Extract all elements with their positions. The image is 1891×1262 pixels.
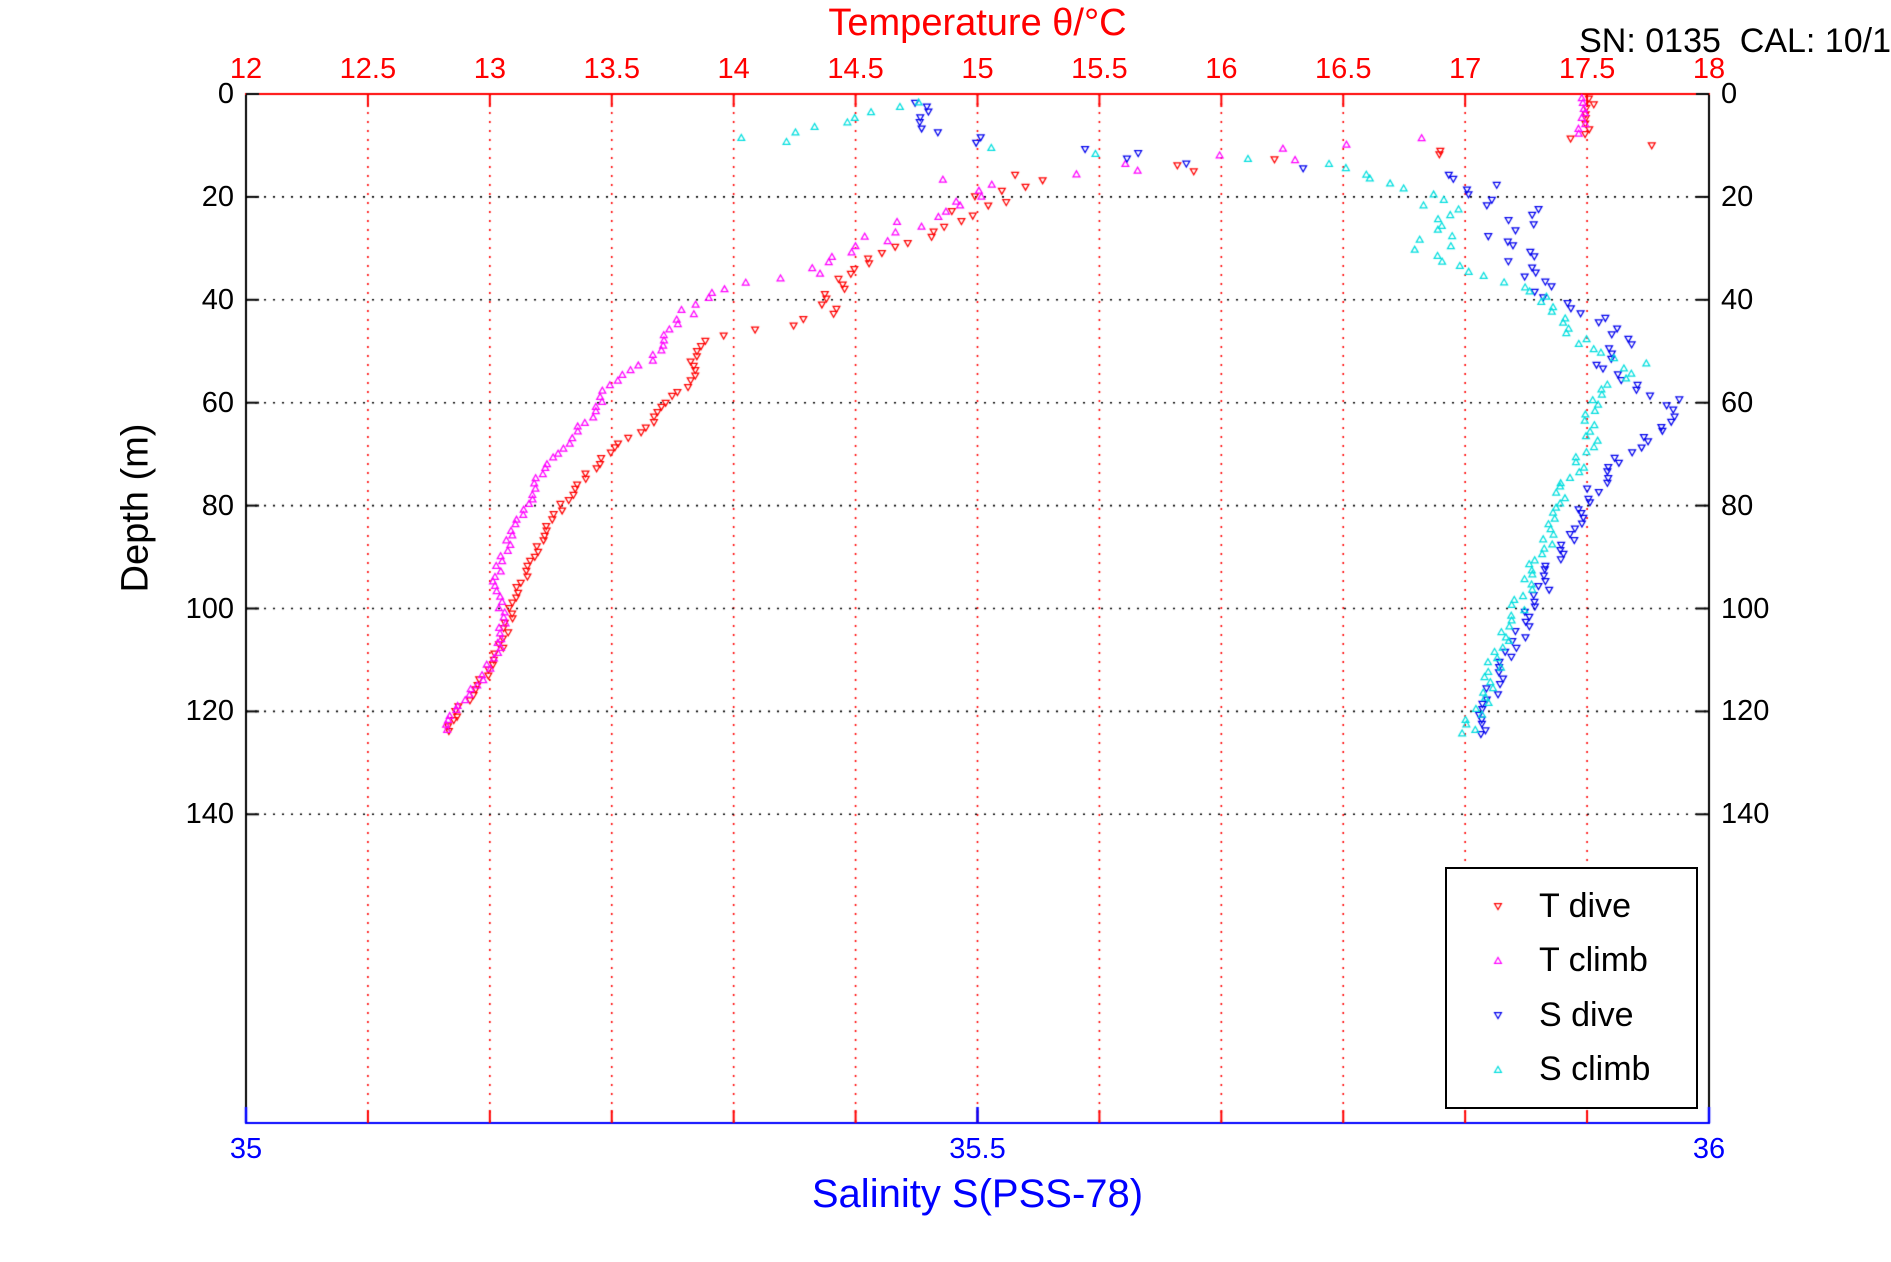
salinity-tick-label: 35 [229, 1133, 263, 1165]
temperature-tick-label: 13.5 [583, 53, 640, 85]
salinity-tick-label: 35.5 [949, 1133, 1006, 1165]
depth-tick-label-right: 60 [1721, 386, 1754, 419]
temperature-tick-label: 15 [961, 53, 994, 85]
depth-tick-label-right: 120 [1721, 695, 1770, 728]
t-dive-marker-icon [1483, 897, 1513, 916]
legend-label: S climb [1539, 1050, 1651, 1089]
chart-title: Temperature θ/°C [828, 2, 1127, 44]
depth-tick-label-left: 0 [217, 78, 234, 110]
temperature-tick-label: 16.5 [1315, 53, 1372, 85]
depth-tick-label-left: 120 [185, 695, 234, 728]
temperature-tick-label: 14.5 [827, 53, 884, 85]
sn-cal-annotation: SN: 0135 CAL: 10/1 [1579, 22, 1891, 60]
temperature-tick-label: 12.5 [339, 53, 397, 85]
legend: T dive T climb S dive S climb [1445, 867, 1698, 1109]
depth-tick-label-left: 60 [201, 386, 234, 419]
legend-item-s-climb: S climb [1447, 1050, 1696, 1089]
legend-item-t-climb: T climb [1447, 941, 1696, 980]
s-climb-marker-icon [1483, 1060, 1513, 1079]
s-dive-marker-icon [1483, 1006, 1513, 1025]
depth-tick-label-left: 20 [201, 180, 234, 213]
salinity-tick-label: 36 [1692, 1133, 1726, 1165]
depth-tick-label-right: 0 [1721, 78, 1738, 110]
salinity-axis-label: Salinity S(PSS-78) [811, 1172, 1144, 1216]
t-climb-marker-icon [1483, 951, 1513, 970]
legend-label: S dive [1539, 995, 1634, 1034]
temperature-tick-label: 16 [1205, 53, 1238, 85]
depth-tick-label-left: 140 [185, 798, 234, 831]
temperature-tick-label: 17.5 [1558, 53, 1616, 85]
legend-item-s-dive: S dive [1447, 996, 1696, 1035]
depth-tick-label-left: 100 [185, 592, 234, 625]
depth-tick-label-left: 40 [201, 283, 234, 316]
depth-tick-label-right: 20 [1721, 180, 1754, 213]
depth-tick-label-right: 80 [1721, 489, 1754, 522]
temperature-tick-label: 13 [473, 53, 506, 85]
temperature-tick-label: 17 [1449, 53, 1482, 85]
legend-label: T climb [1539, 941, 1648, 980]
temperature-tick-label: 18 [1692, 53, 1726, 85]
temperature-tick-label: 14 [717, 53, 750, 85]
depth-tick-label-right: 140 [1721, 798, 1770, 831]
legend-label: T dive [1539, 886, 1631, 925]
temperature-tick-label: 15.5 [1071, 53, 1128, 85]
temperature-tick-label: 12 [229, 53, 263, 85]
legend-item-t-dive: T dive [1447, 887, 1696, 926]
depth-tick-label-right: 40 [1721, 283, 1754, 316]
depth-tick-label-right: 100 [1721, 592, 1770, 625]
depth-tick-label-left: 80 [201, 489, 234, 522]
